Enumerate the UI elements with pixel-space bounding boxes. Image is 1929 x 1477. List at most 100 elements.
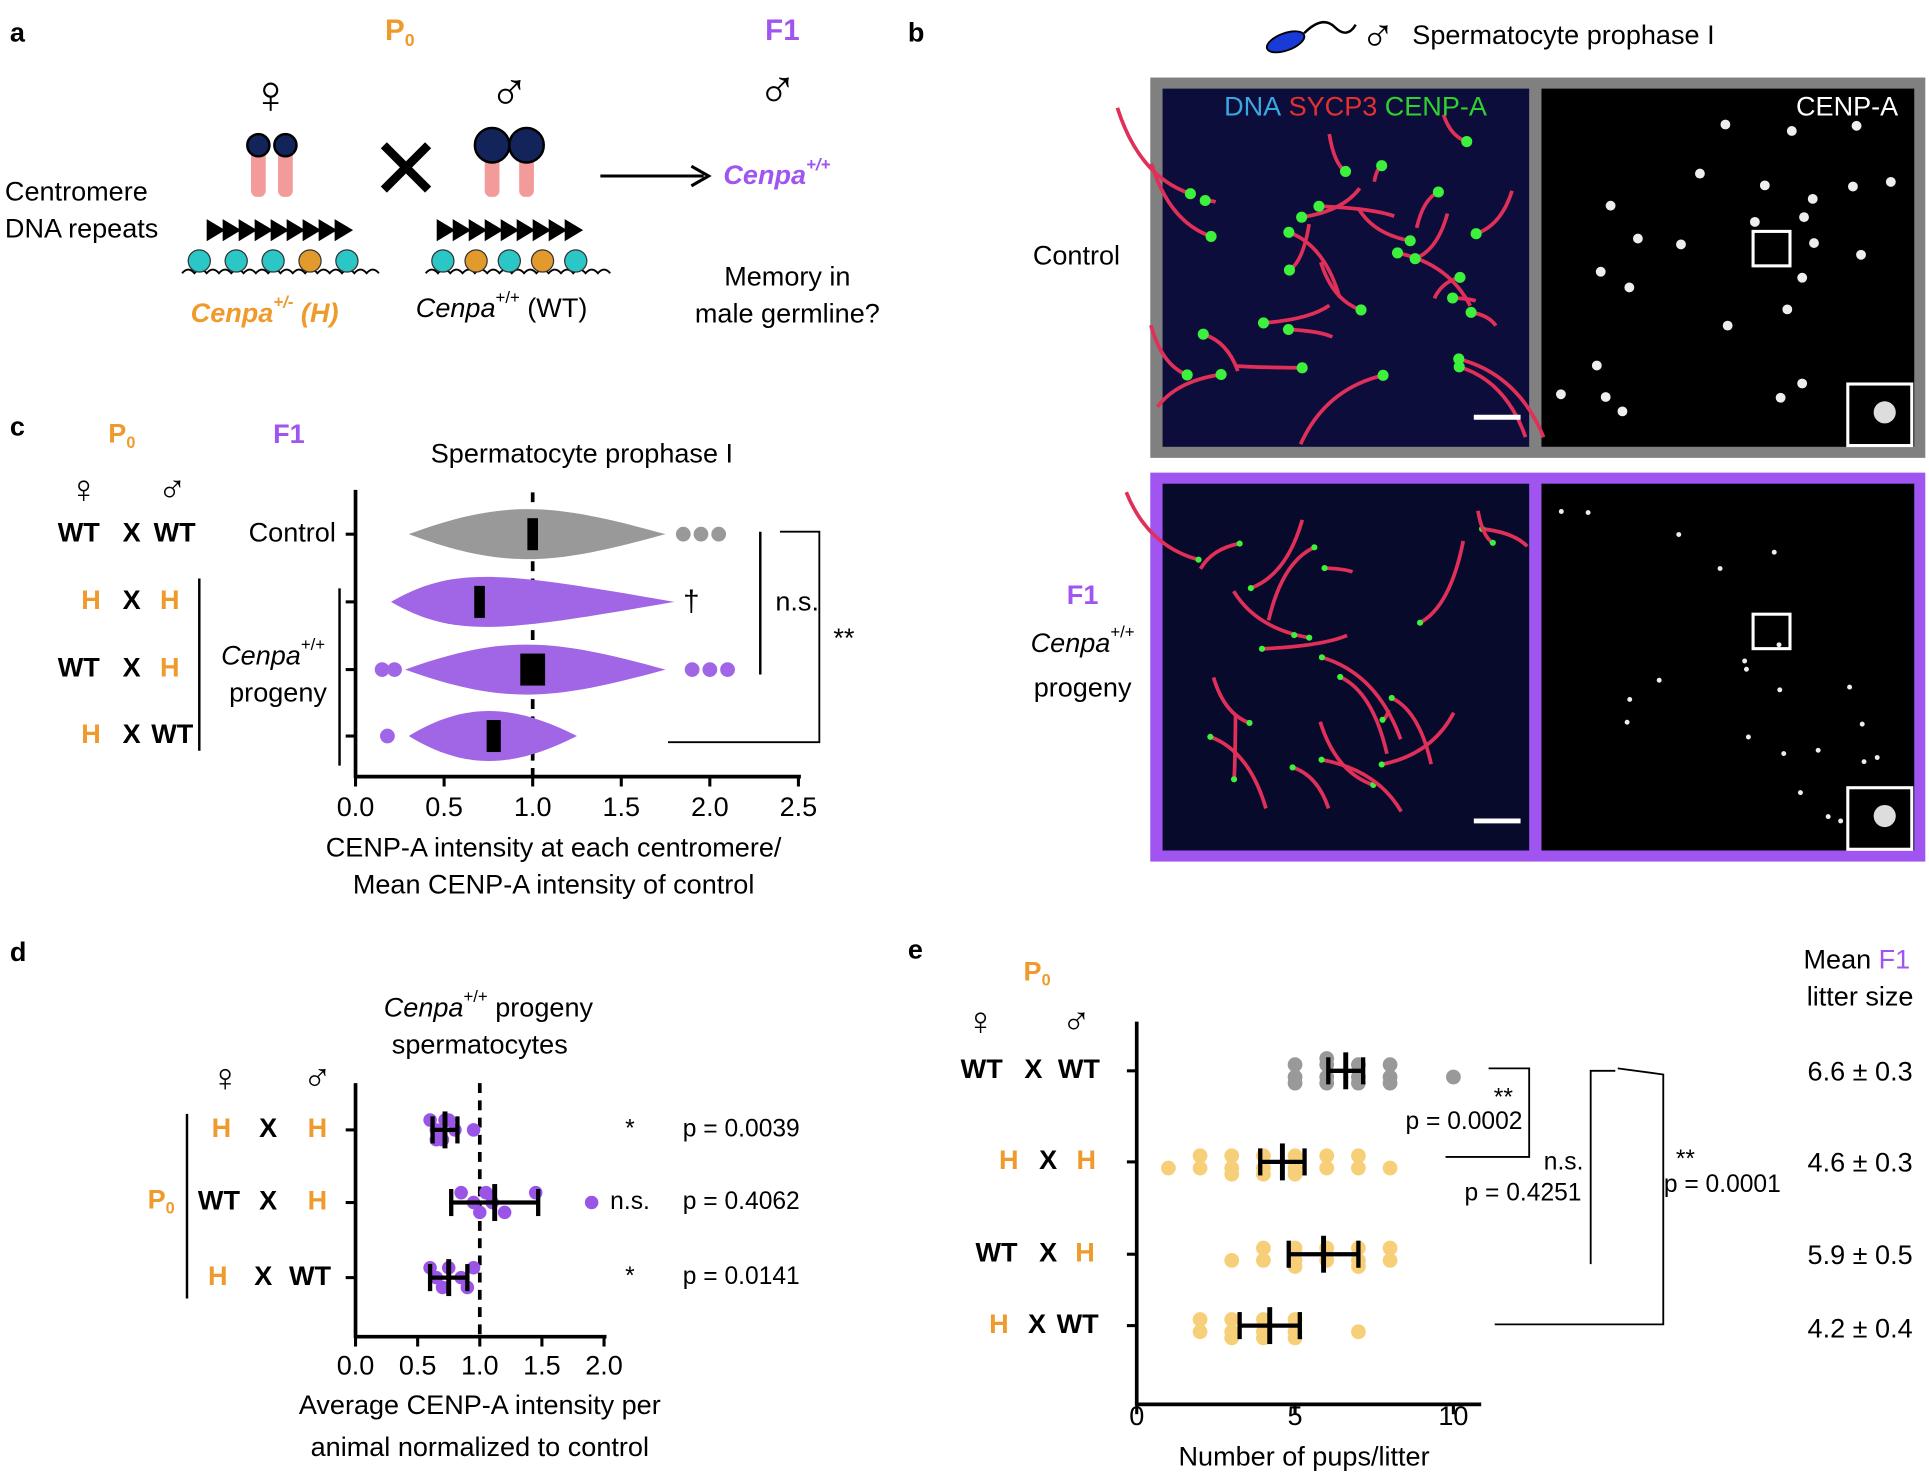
cenpa-dot [1759, 180, 1770, 191]
synaptonemal [1149, 163, 1212, 239]
p-value: p = 0.0141 [683, 1263, 800, 1290]
centromere-dot [1184, 188, 1196, 200]
cross-label: WT [975, 1236, 1018, 1267]
centromere-dot [1339, 165, 1352, 177]
header: litter size [1807, 980, 1914, 1011]
x-tick-label: 5 [1288, 1400, 1303, 1431]
point [1319, 1148, 1335, 1164]
cenpa-dot [1771, 549, 1777, 555]
centromere-dot [1453, 361, 1465, 373]
cenpa-dot [1781, 751, 1787, 757]
cross-label: X [259, 1185, 277, 1216]
outlier [684, 662, 700, 677]
centromere-dot [1257, 317, 1270, 329]
cenpa-dot [1722, 320, 1733, 331]
cenpa-dot [1786, 126, 1797, 136]
cross-label: H [208, 1260, 228, 1291]
centromere-dot [1379, 716, 1386, 723]
symbol: ♂ [757, 60, 798, 120]
centromere-dot [1296, 362, 1308, 374]
cenpa-dot [1624, 282, 1635, 293]
point [435, 1280, 450, 1295]
panel-letter: c [10, 410, 25, 441]
nucleosome [530, 249, 555, 273]
symbol: ♀ [69, 468, 99, 512]
label-part: 0 [126, 434, 135, 452]
synaptonemal [1250, 519, 1305, 590]
label: Control [1033, 239, 1120, 270]
x-tick-label: 1.5 [523, 1350, 561, 1381]
synaptonemal [1232, 714, 1238, 780]
centromere [273, 132, 298, 158]
chart-title: Spermatocyte prophase I [431, 438, 733, 469]
panel-letter: e [908, 934, 923, 965]
centromere-dot [1416, 619, 1424, 626]
centromere-dot [1409, 253, 1421, 265]
cross-label: WT [961, 1053, 1004, 1084]
symbol: ♂ [1062, 999, 1092, 1043]
cenpa-dot [1797, 378, 1808, 389]
centromere-dot [1470, 228, 1482, 240]
point [1224, 1252, 1240, 1268]
symbol: ♀ [210, 1056, 240, 1100]
bracket [1445, 1067, 1531, 1158]
bracket [668, 530, 821, 744]
centromere [246, 132, 271, 158]
panel-letter: a [10, 17, 26, 48]
cenpa-dot [1874, 755, 1880, 761]
label-part: P [385, 14, 405, 47]
synaptonemal [1209, 735, 1268, 809]
label: progeny [229, 676, 327, 707]
x-tick-label: 1.0 [461, 1350, 499, 1381]
cenpa-dot [1595, 266, 1606, 277]
synaptonemal [1156, 372, 1222, 408]
label-part: +/+ [496, 288, 520, 307]
cenpa-dot [1558, 509, 1564, 514]
x-tick-label: 0.0 [337, 791, 375, 822]
synaptonemal [1321, 655, 1403, 740]
synaptonemal [1236, 364, 1303, 370]
label: Memory in [724, 260, 850, 291]
cenpa-dot [1782, 304, 1793, 315]
label: Cenpa+/- (H) [191, 293, 339, 328]
axis-label: Number of pups/litter [1178, 1441, 1429, 1472]
zoom-box [1751, 229, 1792, 268]
centromere-dot [1289, 764, 1296, 771]
p-value: p = 0.0001 [1664, 1171, 1781, 1198]
cross-label: H [81, 718, 101, 749]
synaptonemal [1288, 230, 1342, 298]
label-part: (WT) [520, 292, 588, 323]
label-part: 0 [405, 30, 415, 50]
synaptonemal [1198, 541, 1240, 570]
centromere-dot [1258, 645, 1266, 652]
label-part: progeny [488, 991, 594, 1022]
p-value: p = 0.4251 [1465, 1179, 1582, 1206]
cross [380, 142, 432, 193]
sperm-head [1265, 30, 1306, 54]
repeat-arrow [548, 219, 568, 242]
label-part: 0 [166, 1200, 175, 1218]
label: F1 [273, 418, 305, 449]
point [1161, 1160, 1176, 1176]
label-part: 0 [1042, 972, 1051, 990]
x-tick-label: 0.5 [425, 791, 463, 822]
synaptonemal [1419, 540, 1466, 625]
label: ** [833, 622, 855, 653]
label-part: P [148, 1183, 166, 1214]
cenpa-dot [1585, 510, 1591, 516]
cross-label: H [160, 584, 180, 615]
cenpa-dot [1591, 360, 1602, 371]
point [1382, 1252, 1398, 1268]
cross-label: H [999, 1144, 1019, 1175]
point [1256, 1312, 1271, 1327]
litter-size: 5.9 ± 0.5 [1808, 1239, 1913, 1270]
point [1319, 1160, 1335, 1176]
significance: n.s. [610, 1188, 650, 1215]
label: progeny [1034, 671, 1132, 702]
repeat-arrow [254, 219, 274, 242]
litter-size: 4.2 ± 0.4 [1808, 1313, 1913, 1344]
repeat-arrow [270, 219, 290, 242]
cross-label: X [1024, 1053, 1042, 1084]
centromere-dot [1489, 539, 1496, 546]
label: n.s. [775, 585, 819, 616]
